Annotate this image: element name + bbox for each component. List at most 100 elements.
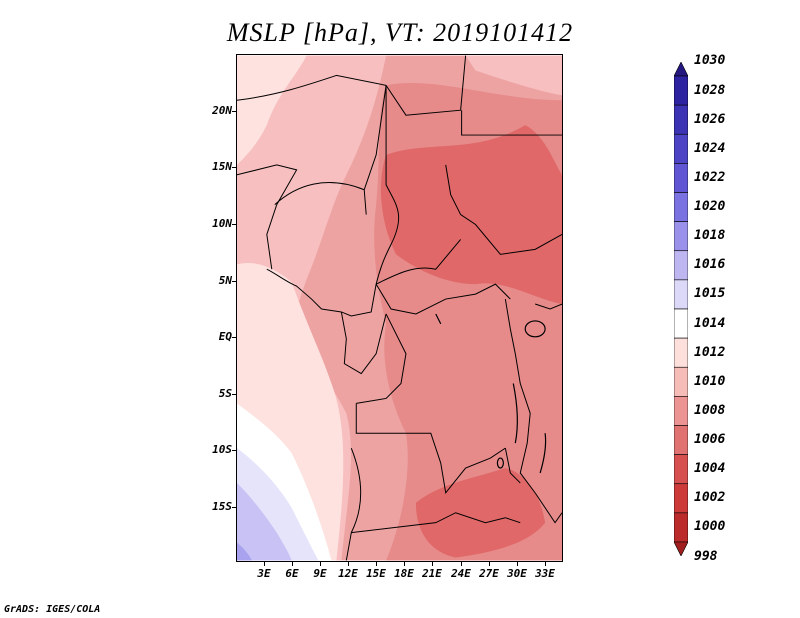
colorbar-cell-1028: [674, 75, 688, 106]
colorbar-level-label: 998: [694, 548, 718, 564]
grads-credit: GrADS: IGES/COLA: [4, 604, 101, 615]
colorbar-level-label: 1000: [694, 519, 726, 535]
colorbar-cell-1000: [674, 512, 688, 543]
lat-label: EQ: [218, 330, 232, 343]
border-cameroon-south: [321, 284, 377, 317]
lon-label: 18E: [394, 567, 414, 580]
colorbar-level-label: 1030: [694, 53, 726, 69]
border-libya-niger: [385, 55, 467, 116]
colorbar-level-label: 1018: [694, 228, 726, 244]
colorbar-cell-1002: [674, 483, 688, 514]
lon-label: 12E: [338, 567, 358, 580]
colorbar-level-label: 1010: [694, 373, 726, 389]
lat-label: 15N: [212, 160, 232, 173]
colorbar-level-label: 1022: [694, 169, 726, 185]
border-uganda: [535, 303, 562, 310]
border-sudan-southsudan: [445, 164, 562, 255]
colorbar-cell-1030: [674, 62, 688, 77]
colorbar-cell-1004: [674, 454, 688, 485]
colorbar-cell-1024: [674, 133, 688, 164]
border-drc-east: [504, 298, 536, 494]
colorbar-cells: [674, 62, 688, 556]
border-mali-burkina: [237, 164, 298, 270]
border-niger-nigeria: [274, 182, 365, 206]
pressure-field-1018: [237, 542, 252, 561]
border-algeria-mali: [237, 74, 387, 101]
lon-tick: [545, 562, 546, 566]
colorbar-level-label: 1028: [694, 82, 726, 98]
border-car-north: [375, 239, 462, 285]
border-angola-drc: [355, 403, 506, 495]
lat-label: 20N: [212, 104, 232, 117]
lat-tick: [232, 111, 236, 112]
colorbar-level-label: 1024: [694, 140, 726, 156]
lake-tumba: [435, 313, 442, 325]
colorbar-cell-1016: [674, 250, 688, 281]
lon-tick: [489, 562, 490, 566]
colorbar-level-label: 1008: [694, 402, 726, 418]
lat-label: 5S: [218, 387, 232, 400]
colorbar-level-label: 1026: [694, 111, 726, 127]
border-drc-west: [356, 313, 407, 404]
lake-mweru: [496, 457, 504, 469]
lat-tick: [232, 394, 236, 395]
lat-tick: [232, 224, 236, 225]
colorbar-cell-1022: [674, 163, 688, 193]
border-car-drc: [375, 283, 511, 315]
colorbar-cell-1026: [674, 104, 688, 135]
lon-label: 3E: [257, 567, 271, 580]
lon-label: 33E: [535, 567, 555, 580]
lakes: [435, 313, 547, 474]
lon-label: 15E: [366, 567, 386, 580]
country-borders: [237, 55, 562, 561]
lat-label: 5N: [218, 274, 232, 287]
colorbar-cell-1014: [674, 308, 688, 339]
lon-label: 24E: [451, 567, 471, 580]
colorbar-level-label: 1015: [694, 286, 726, 302]
colorbar-cell-1008: [674, 396, 688, 426]
colorbar-cell-1018: [674, 221, 688, 252]
pressure-field-1004-north: [380, 125, 562, 305]
lat-tick: [232, 337, 236, 338]
border-zambia-east: [504, 448, 521, 484]
colorbar: [674, 62, 688, 556]
lon-tick: [461, 562, 462, 566]
lon-tick: [320, 562, 321, 566]
chart-title: MSLP [hPa], VT: 2019101412: [226, 18, 574, 47]
lat-tick: [232, 167, 236, 168]
lon-tick: [517, 562, 518, 566]
colorbar-level-label: 1012: [694, 344, 726, 360]
lon-label: 6E: [285, 567, 299, 580]
border-niger-chad-west: [363, 85, 387, 215]
border-malawi: [534, 492, 562, 524]
lat-label: 10S: [212, 443, 232, 456]
colorbar-level-label: 1020: [694, 199, 726, 215]
lat-tick: [232, 281, 236, 282]
border-congo-gabon: [340, 311, 387, 375]
pressure-field-1010-ne: [465, 55, 562, 96]
colorbar-level-label: 1006: [694, 432, 726, 448]
colorbar-level-label: 1004: [694, 461, 726, 477]
lon-tick: [348, 562, 349, 566]
border-chad: [375, 85, 400, 285]
lake-tanganyika: [512, 383, 519, 444]
lon-tick: [264, 562, 265, 566]
lon-tick: [376, 562, 377, 566]
lake-malawi: [539, 433, 547, 474]
lon-label: 9E: [313, 567, 327, 580]
colorbar-cell-1020: [674, 192, 688, 222]
colorbar-cell-1012: [674, 337, 688, 368]
lon-label: 30E: [507, 567, 527, 580]
mslp-map: [237, 55, 562, 561]
border-guinea-coast: [266, 268, 322, 310]
lat-label: 15S: [212, 500, 232, 513]
colorbar-cell-1010: [674, 366, 688, 397]
colorbar-level-label: 1016: [694, 257, 726, 273]
border-namibia-zambia: [351, 512, 521, 534]
pressure-field-1016: [237, 482, 292, 561]
border-egypt-sudan: [461, 110, 562, 136]
colorbar-level-label: 1002: [694, 490, 726, 506]
lat-tick: [232, 450, 236, 451]
colorbar-level-label: 1014: [694, 315, 726, 331]
colorbar-cell-998: [674, 541, 688, 556]
